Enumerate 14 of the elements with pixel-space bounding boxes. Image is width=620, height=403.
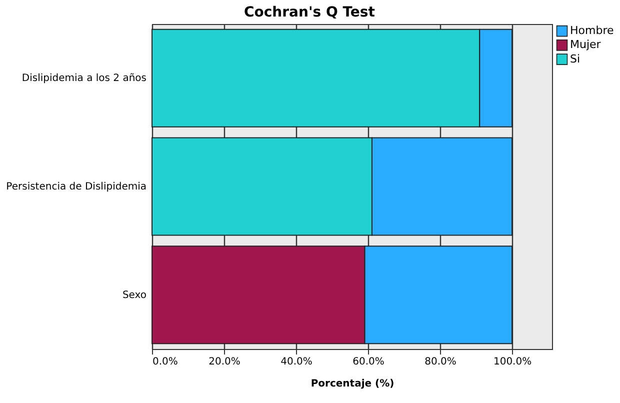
y-tick-label: Sexo [122,290,146,301]
legend-label: Hombre [570,24,614,38]
x-axis-title: Porcentaje (%) [310,378,394,390]
legend-label: Mujer [570,38,602,52]
y-tick-label: Persistencia de Dislipidemia [6,182,146,192]
chart-title: Cochran's Q Test [244,4,376,20]
x-tick-label: 0.0% [152,356,178,368]
x-tick-label: 100.0% [493,356,532,368]
legend-label: Si [570,52,580,66]
y-tick-label: Dislipidemia a los 2 años [22,73,146,84]
x-tick-label: 40.0% [280,356,312,368]
x-tick-label: 20.0% [208,356,240,368]
x-tick-label: 60.0% [352,356,384,368]
x-tick-label: 80.0% [424,356,456,368]
